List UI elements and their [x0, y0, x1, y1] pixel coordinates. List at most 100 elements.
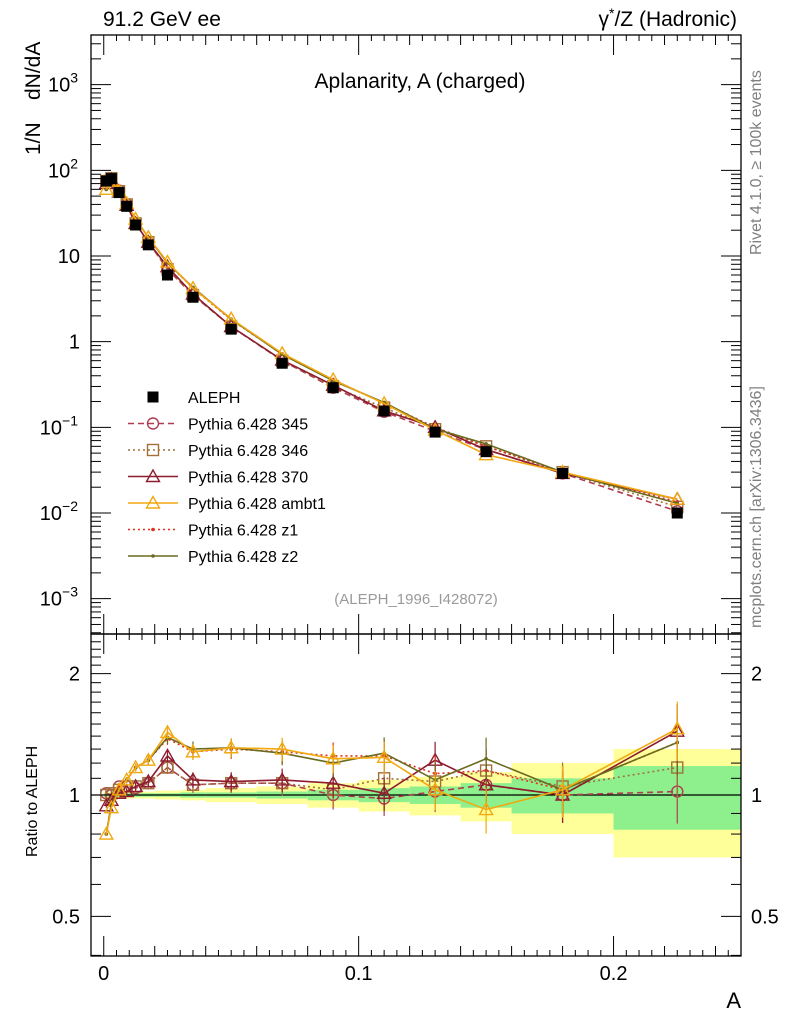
x-tick-label: 0: [98, 963, 109, 985]
ratio-point-pythia-6-428-ambt1: [554, 781, 571, 796]
x-tick-label: 0.1: [345, 963, 373, 985]
point-aleph: [378, 405, 390, 417]
legend-entry-pythia-6-428-370: Pythia 6.428 370: [128, 468, 308, 487]
legend-marker: [145, 468, 161, 483]
point-aleph: [429, 426, 441, 438]
point-aleph: [276, 357, 288, 369]
legend-entry-pythia-6-428-346: Pythia 6.428 346: [128, 443, 308, 460]
ratio-y-tick-label-left: 2: [69, 664, 80, 686]
ratio-y-tick-label-left: 0.5: [52, 906, 80, 928]
ratio-point-pythia-6-428-370: [325, 775, 341, 789]
y-tick-label: 10−2: [40, 498, 78, 525]
ratio-point-pythia-6-428-ambt1: [111, 781, 127, 796]
header-process-label: γ*/Z (Hadronic): [599, 5, 737, 31]
series-pythia-6-428-345: [100, 172, 684, 518]
ratio-point-pythia-6-428-ambt1: [427, 781, 443, 796]
ratio-point-pythia-6-428-ambt1: [118, 771, 135, 786]
ratio-y-tick-label-right: 2: [751, 664, 762, 686]
point-pythia-6-428-ambt1: [98, 181, 114, 196]
y-tick-label: 10: [58, 246, 80, 268]
point-aleph: [225, 323, 237, 335]
x-tick-label: 0.2: [600, 963, 628, 985]
ratio-y-axis-label: Ratio to ALEPH: [24, 746, 41, 857]
ratio-series-pythia-6-428-ambt1: [98, 701, 685, 840]
legend-entry-aleph: ALEPH: [147, 390, 240, 407]
ratio-point-pythia-6-428-ambt1: [325, 750, 341, 765]
ratio-point-pythia-6-428-370: [223, 773, 239, 788]
legend: ALEPH Pythia 6.428 345 Pythia 6.428 346 Pyt…: [128, 390, 326, 566]
ratio-line-pythia-6-428-345: [106, 766, 678, 800]
ratio-point-pythia-6-428-ambt1: [274, 741, 290, 755]
ratio-point-pythia-6-428-z2: [484, 756, 488, 761]
y-tick-label: 10−3: [40, 584, 78, 611]
point-aleph: [130, 219, 142, 231]
legend-label: Pythia 6.428 345: [188, 417, 308, 434]
legend-label: Pythia 6.428 ambt1: [188, 496, 326, 513]
point-pythia-6-428-ambt1: [669, 491, 685, 505]
ratio-point-pythia-6-428-ambt1: [478, 801, 494, 816]
ratio-uncertainty-bands: [103, 749, 741, 858]
y-tick-label: 103: [48, 70, 78, 97]
legend-label: Pythia 6.428 z1: [188, 523, 298, 540]
main-axes: 10−3 10−2 10−1 1 10 102 103: [40, 35, 742, 634]
legend-marker: [151, 527, 155, 532]
series-aleph: [100, 173, 683, 519]
line-pythia-6-428-345: [106, 177, 678, 512]
series-pythia-6-428-346: [100, 171, 684, 514]
legend-marker: [147, 391, 159, 403]
ratio-point-pythia-6-428-ambt1: [376, 749, 392, 764]
ratio-series-layer: [98, 701, 685, 840]
legend-entry-pythia-6-428-ambt1: Pythia 6.428 ambt1: [128, 495, 326, 513]
legend-label: Pythia 6.428 346: [188, 443, 308, 460]
y-tick-label: 1: [69, 332, 80, 354]
x-axis-label: A: [726, 988, 741, 1013]
point-aleph: [671, 507, 683, 519]
point-pythia-6-428-ambt1: [159, 254, 176, 268]
ratio-point-pythia-6-428-370: [140, 773, 157, 788]
legend-marker: [145, 495, 161, 509]
legend-entry-pythia-6-428-z1: Pythia 6.428 z1: [128, 523, 298, 540]
point-aleph: [121, 200, 133, 212]
ratio-point-pythia-6-428-ambt1: [223, 739, 239, 754]
point-aleph: [142, 239, 154, 251]
legend-label: ALEPH: [188, 390, 240, 407]
legend-label: Pythia 6.428 370: [188, 470, 308, 487]
point-aleph: [557, 467, 569, 479]
legend-entry-pythia-6-428-z2: Pythia 6.428 z2: [128, 549, 298, 566]
ratio-point-pythia-6-428-370: [185, 771, 201, 786]
ratio-point-pythia-6-428-370: [274, 771, 290, 786]
y-tick-label: 102: [48, 155, 78, 182]
ratio-point-pythia-6-428-370: [127, 778, 144, 793]
ratio-y-tick-label-right: 0.5: [751, 906, 779, 928]
point-aleph: [187, 291, 199, 303]
point-aleph: [105, 173, 117, 185]
plot-title: Aplanarity, A (charged): [315, 70, 526, 93]
legend-label: Pythia 6.428 z2: [188, 549, 298, 566]
ratio-point-pythia-6-428-370: [376, 785, 392, 799]
point-aleph: [113, 187, 125, 199]
rivet-version-label: Rivet 4.1.0, ≥ 100k events: [748, 70, 765, 255]
ratio-point-pythia-6-428-ambt1: [669, 720, 685, 735]
legend-marker: [146, 417, 160, 430]
ratio-point-pythia-6-428-ambt1: [140, 752, 157, 766]
ratio-y-tick-label-right: 1: [751, 785, 762, 807]
point-aleph: [161, 269, 173, 281]
ratio-point-pythia-6-428-370: [159, 748, 176, 762]
main-series-layer: [98, 171, 685, 519]
legend-marker: [151, 554, 155, 558]
legend-marker: [146, 443, 160, 457]
main-plot-frame: [90, 34, 742, 635]
y-axis-label-distribution: dN/dA: [22, 42, 45, 100]
y-axis-label-normalization: 1/N: [22, 122, 45, 155]
ratio-axes: 0.5 0.5 1 1 2 2 0 0.1 0.2: [52, 634, 779, 985]
ratio-point-pythia-6-428-ambt1: [159, 724, 176, 739]
ratio-point-pythia-6-428-ambt1: [185, 743, 201, 758]
mcplots-reference-label: mcplots.cern.ch [arXiv:1306.3436]: [748, 386, 765, 628]
analysis-tag: (ALEPH_1996_I428072): [334, 591, 497, 608]
y-tick-label: 10−1: [40, 412, 78, 439]
point-aleph: [480, 446, 492, 458]
ratio-point-pythia-6-428-ambt1: [127, 759, 144, 774]
header-energy-label: 91.2 GeV ee: [103, 8, 221, 31]
main-distribution-panel: 10−3 10−2 10−1 1 10 102 103 Aplanarity, A (cha…: [22, 34, 742, 635]
